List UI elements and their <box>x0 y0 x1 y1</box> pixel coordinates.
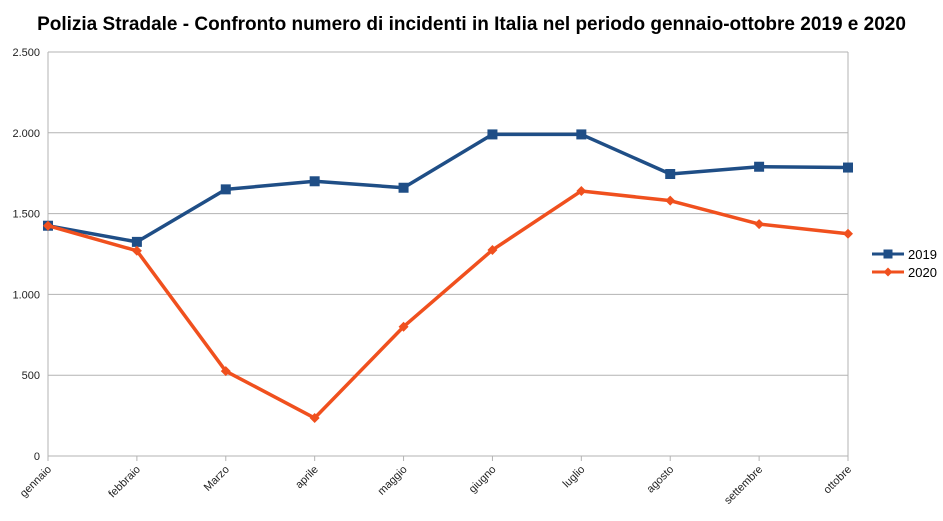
data-point <box>754 219 765 230</box>
data-point <box>131 245 142 256</box>
legend-label: 2019 <box>908 247 937 262</box>
legend-item: 2020 <box>872 265 937 280</box>
x-tick-label: aprile <box>293 464 321 492</box>
data-series <box>43 129 853 424</box>
x-tick-label: Marzo <box>202 464 232 494</box>
data-point <box>487 244 498 255</box>
y-tick-label: 0 <box>34 451 40 463</box>
data-point <box>220 366 231 377</box>
x-tick-label: settembre <box>722 464 765 507</box>
data-point <box>220 184 231 195</box>
y-tick-label: 2.500 <box>12 47 40 59</box>
x-tick-label: giugno <box>467 464 499 496</box>
data-point <box>309 413 320 424</box>
legend-marker <box>883 267 893 277</box>
y-tick-label: 1.000 <box>12 289 40 301</box>
data-point <box>309 176 320 187</box>
x-tick-label: luglio <box>561 464 588 491</box>
x-tick-label: agosto <box>645 464 677 496</box>
legend: 2019 2020 <box>872 247 937 280</box>
chart-title: Polizia Stradale - Confronto numero di i… <box>37 14 906 35</box>
y-tick-labels: 0 500 1.000 1.500 2.000 2.500 <box>12 47 40 463</box>
data-point <box>398 182 409 193</box>
data-point <box>843 228 853 239</box>
series-2020 <box>43 185 853 424</box>
y-tick-label: 500 <box>22 370 40 382</box>
x-tick-label: maggio <box>376 464 410 498</box>
data-point <box>43 220 53 231</box>
y-tick-label: 1.500 <box>12 209 40 221</box>
x-tick-label: ottobre <box>821 464 854 497</box>
y-tick-label: 2.000 <box>12 128 40 140</box>
data-point <box>665 169 676 180</box>
series-line <box>47 132 849 244</box>
data-point <box>754 161 765 172</box>
data-point <box>665 195 676 206</box>
data-point <box>131 236 142 247</box>
series-2019 <box>43 129 853 247</box>
data-point <box>487 129 498 140</box>
legend-label: 2020 <box>908 265 937 280</box>
x-tick-labels: gennaio febbraio Marzo aprile maggio giugno lu… <box>18 464 854 507</box>
x-tick-label: febbraio <box>106 464 143 501</box>
grid-lines <box>48 51 848 376</box>
legend-item: 2019 <box>872 247 937 262</box>
data-point <box>576 185 587 196</box>
data-point <box>843 162 853 173</box>
series-line <box>47 189 849 420</box>
data-point <box>398 321 409 332</box>
x-tick-label: gennaio <box>18 464 54 500</box>
axes <box>47 52 849 461</box>
data-point <box>576 129 587 140</box>
legend-marker <box>883 249 893 259</box>
